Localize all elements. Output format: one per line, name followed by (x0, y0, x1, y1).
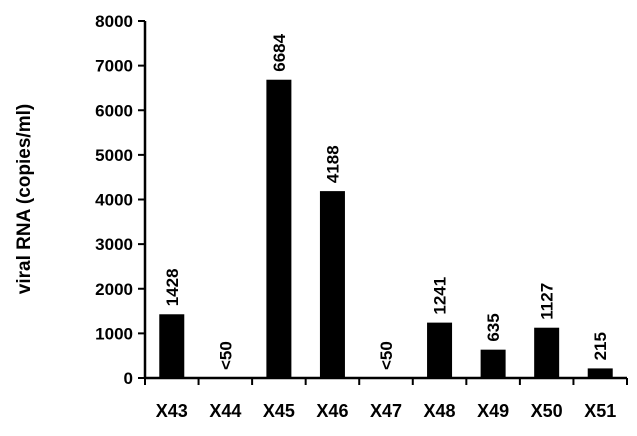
y-tick-label: 8000 (95, 12, 133, 31)
data-label: 4188 (323, 145, 342, 183)
data-label: 1428 (163, 268, 182, 306)
x-tick-label: X49 (477, 401, 509, 421)
bar-x51 (587, 368, 613, 378)
bar-x46 (319, 191, 345, 378)
bar-x50 (534, 327, 560, 378)
y-tick-label: 7000 (95, 57, 133, 76)
data-label: 1127 (538, 283, 557, 320)
data-label: <50 (377, 341, 396, 370)
x-tick-label: X50 (531, 401, 563, 421)
y-tick-label: 3000 (95, 235, 133, 254)
data-label: <50 (216, 341, 235, 370)
data-label: 635 (484, 313, 503, 341)
y-tick-label: 6000 (95, 101, 133, 120)
x-axis-ticks: X43 X44 X45 X46 X47 X48 X49 X50 X51 (144, 378, 628, 421)
x-tick-label: X48 (424, 401, 456, 421)
y-axis-ticks: 0 1000 2000 3000 4000 5000 6000 7000 8000 (95, 12, 145, 388)
x-tick-label: X51 (584, 401, 616, 421)
bar-x43 (159, 314, 185, 378)
data-label: 6684 (270, 33, 289, 71)
bar-x49 (480, 349, 506, 378)
y-tick-label: 5000 (95, 146, 133, 165)
x-tick-label: X47 (370, 401, 402, 421)
x-tick-label: X44 (209, 401, 241, 421)
y-tick-label: 4000 (95, 191, 133, 210)
y-tick-label: 1000 (95, 324, 133, 343)
x-tick-label: X45 (263, 401, 295, 421)
y-tick-label: 2000 (95, 280, 133, 299)
y-tick-label: 0 (124, 369, 133, 388)
bar-x48 (427, 322, 453, 378)
x-tick-label: X43 (156, 401, 188, 421)
x-tick-label: X46 (316, 401, 348, 421)
bars-group (159, 79, 613, 378)
data-label: 215 (591, 332, 610, 360)
data-label: 1241 (431, 277, 450, 315)
y-axis-label: viral RNA (copies/ml) (14, 104, 35, 294)
bar-x45 (266, 79, 292, 378)
data-labels-group: 1428 <50 6684 4188 <50 1241 635 1127 215 (163, 33, 610, 370)
